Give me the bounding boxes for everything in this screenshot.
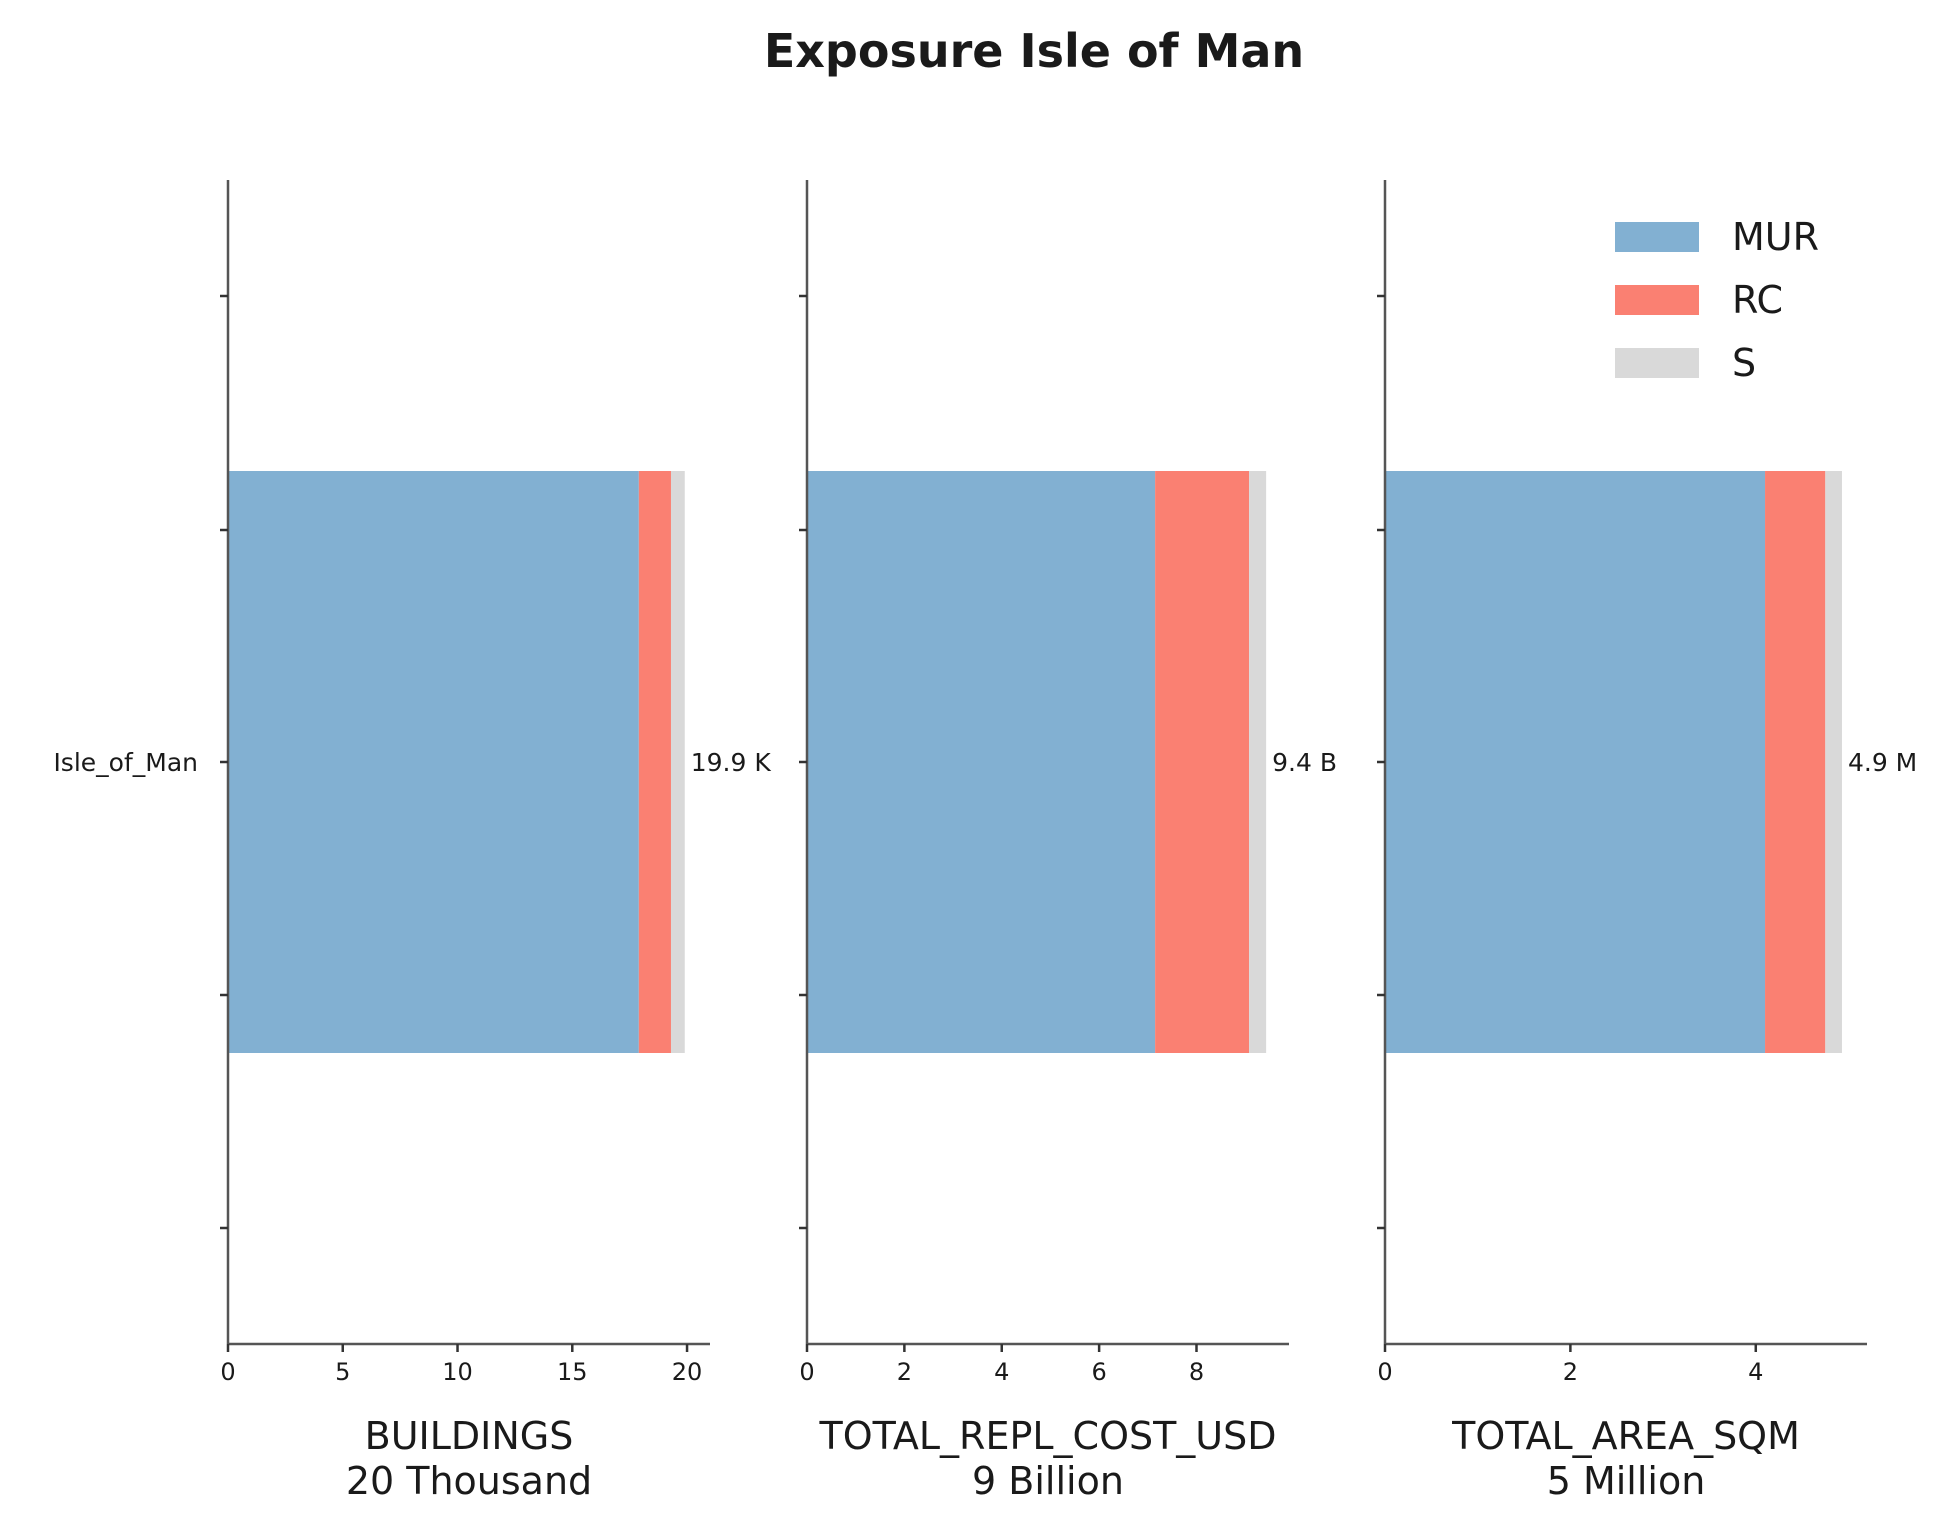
x-tick-label-panel-2-0: 0 bbox=[799, 1358, 814, 1386]
x-tick-label-panel-1-0: 0 bbox=[220, 1358, 235, 1386]
bar-rc-panel-3 bbox=[1765, 471, 1826, 1053]
x-tick-label-panel-3-2: 2 bbox=[1563, 1358, 1578, 1386]
x-tick-label-panel-1-20: 20 bbox=[672, 1358, 703, 1386]
bar-rc-panel-2 bbox=[1155, 471, 1250, 1053]
bar-mur-panel-1 bbox=[228, 471, 639, 1053]
legend-swatch-mur bbox=[1615, 222, 1699, 252]
legend-label-mur: MUR bbox=[1732, 215, 1819, 259]
x-axis-unit-panel-1: 20 Thousand bbox=[346, 1459, 592, 1503]
legend-swatch-rc bbox=[1615, 285, 1699, 315]
legend-swatch-s bbox=[1615, 348, 1699, 378]
x-tick-label-panel-2-8: 8 bbox=[1189, 1358, 1204, 1386]
y-category-label: Isle_of_Man bbox=[53, 748, 198, 777]
total-label-panel-2: 9.4 B bbox=[1272, 748, 1337, 777]
bar-s-panel-3 bbox=[1825, 471, 1842, 1053]
legend-label-rc: RC bbox=[1732, 278, 1783, 322]
chart-title: Exposure Isle of Man bbox=[764, 24, 1304, 78]
bar-s-panel-2 bbox=[1249, 471, 1267, 1053]
x-tick-label-panel-1-15: 15 bbox=[557, 1358, 588, 1386]
x-tick-label-panel-1-10: 10 bbox=[442, 1358, 473, 1386]
x-tick-label-panel-1-5: 5 bbox=[335, 1358, 350, 1386]
x-axis-unit-panel-3: 5 Million bbox=[1547, 1459, 1706, 1503]
x-tick-label-panel-3-0: 0 bbox=[1377, 1358, 1392, 1386]
bar-s-panel-1 bbox=[670, 471, 685, 1053]
total-label-panel-3: 4.9 M bbox=[1848, 748, 1917, 777]
legend: MUR RC S bbox=[1615, 215, 1819, 385]
total-label-panel-1: 19.9 K bbox=[691, 748, 772, 777]
bar-mur-panel-3 bbox=[1385, 471, 1766, 1053]
x-tick-label-panel-2-6: 6 bbox=[1091, 1358, 1106, 1386]
x-tick-label-panel-3-4: 4 bbox=[1748, 1358, 1763, 1386]
x-tick-label-panel-2-4: 4 bbox=[994, 1358, 1009, 1386]
legend-label-s: S bbox=[1732, 341, 1756, 385]
bar-rc-panel-1 bbox=[638, 471, 671, 1053]
x-tick-label-panel-2-2: 2 bbox=[897, 1358, 912, 1386]
x-axis-unit-panel-2: 9 Billion bbox=[972, 1459, 1124, 1503]
x-axis-title-panel-2: TOTAL_REPL_COST_USD bbox=[818, 1414, 1276, 1458]
x-axis-title-panel-1: BUILDINGS bbox=[365, 1414, 574, 1458]
bar-mur-panel-2 bbox=[807, 471, 1156, 1053]
x-axis-title-panel-3: TOTAL_AREA_SQM bbox=[1451, 1414, 1800, 1458]
